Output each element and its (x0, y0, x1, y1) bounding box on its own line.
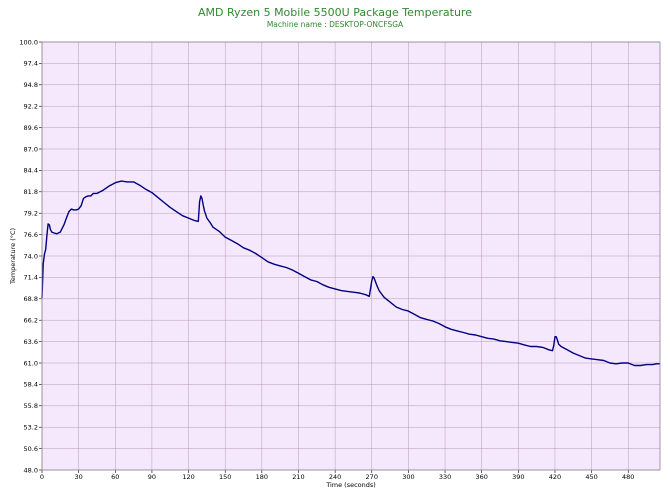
y-tick-label: 53.2 (24, 424, 38, 432)
y-tick-label: 92.2 (24, 103, 38, 111)
y-tick-label: 66.2 (24, 317, 38, 325)
x-axis-label: Time (seconds) (325, 481, 376, 489)
x-tick-label: 240 (329, 473, 341, 481)
x-tick-label: 450 (585, 473, 597, 481)
y-tick-label: 58.4 (24, 381, 38, 389)
y-tick-label: 48.0 (24, 466, 38, 474)
y-tick-label: 76.6 (24, 231, 38, 239)
y-tick-label: 81.8 (24, 188, 38, 196)
plot-frame (41, 41, 661, 471)
y-tick-label: 94.8 (24, 81, 38, 89)
y-tick-label: 87.0 (24, 145, 38, 153)
x-tick-label: 360 (475, 473, 487, 481)
x-tick-label: 330 (439, 473, 451, 481)
x-tick-label: 30 (74, 473, 82, 481)
y-tick-label: 63.6 (24, 338, 38, 346)
y-tick-label: 68.8 (24, 295, 38, 303)
x-tick-label: 0 (40, 473, 44, 481)
x-tick-label: 150 (219, 473, 231, 481)
y-tick-label: 89.6 (24, 124, 38, 132)
y-tick-label: 71.4 (24, 274, 38, 282)
x-tick-label: 210 (292, 473, 304, 481)
x-tick-label: 60 (111, 473, 119, 481)
y-axis-label: Temperature (°C) (9, 228, 17, 285)
chart-title: AMD Ryzen 5 Mobile 5500U Package Tempera… (198, 6, 472, 19)
x-tick-label: 180 (256, 473, 268, 481)
y-tick-label: 84.4 (24, 167, 38, 175)
y-tick-label: 79.2 (24, 210, 38, 218)
y-tick-label: 61.0 (24, 359, 38, 367)
grid-lines (41, 41, 660, 471)
y-tick-label: 74.0 (24, 252, 38, 260)
x-tick-label: 120 (182, 473, 194, 481)
y-tick-label: 55.8 (24, 402, 38, 410)
x-tick-label: 270 (366, 473, 378, 481)
x-tick-label: 390 (512, 473, 524, 481)
x-tick-label: 420 (549, 473, 561, 481)
x-tick-label: 90 (148, 473, 156, 481)
temperature-series-line (41, 180, 660, 367)
tick-labels: 48.0 50.6 53.2 55.8 58.4 61.0 63.6 66.2 68.8 71.4… (19, 38, 634, 481)
y-tick-label: 97.4 (24, 60, 38, 68)
y-tick-label: 100.0 (19, 38, 38, 46)
x-tick-label: 480 (622, 473, 634, 481)
x-tick-label: 300 (402, 473, 414, 481)
chart-subtitle: Machine name : DESKTOP-ONCFSGA (267, 20, 404, 29)
y-tick-label: 50.6 (24, 445, 38, 453)
